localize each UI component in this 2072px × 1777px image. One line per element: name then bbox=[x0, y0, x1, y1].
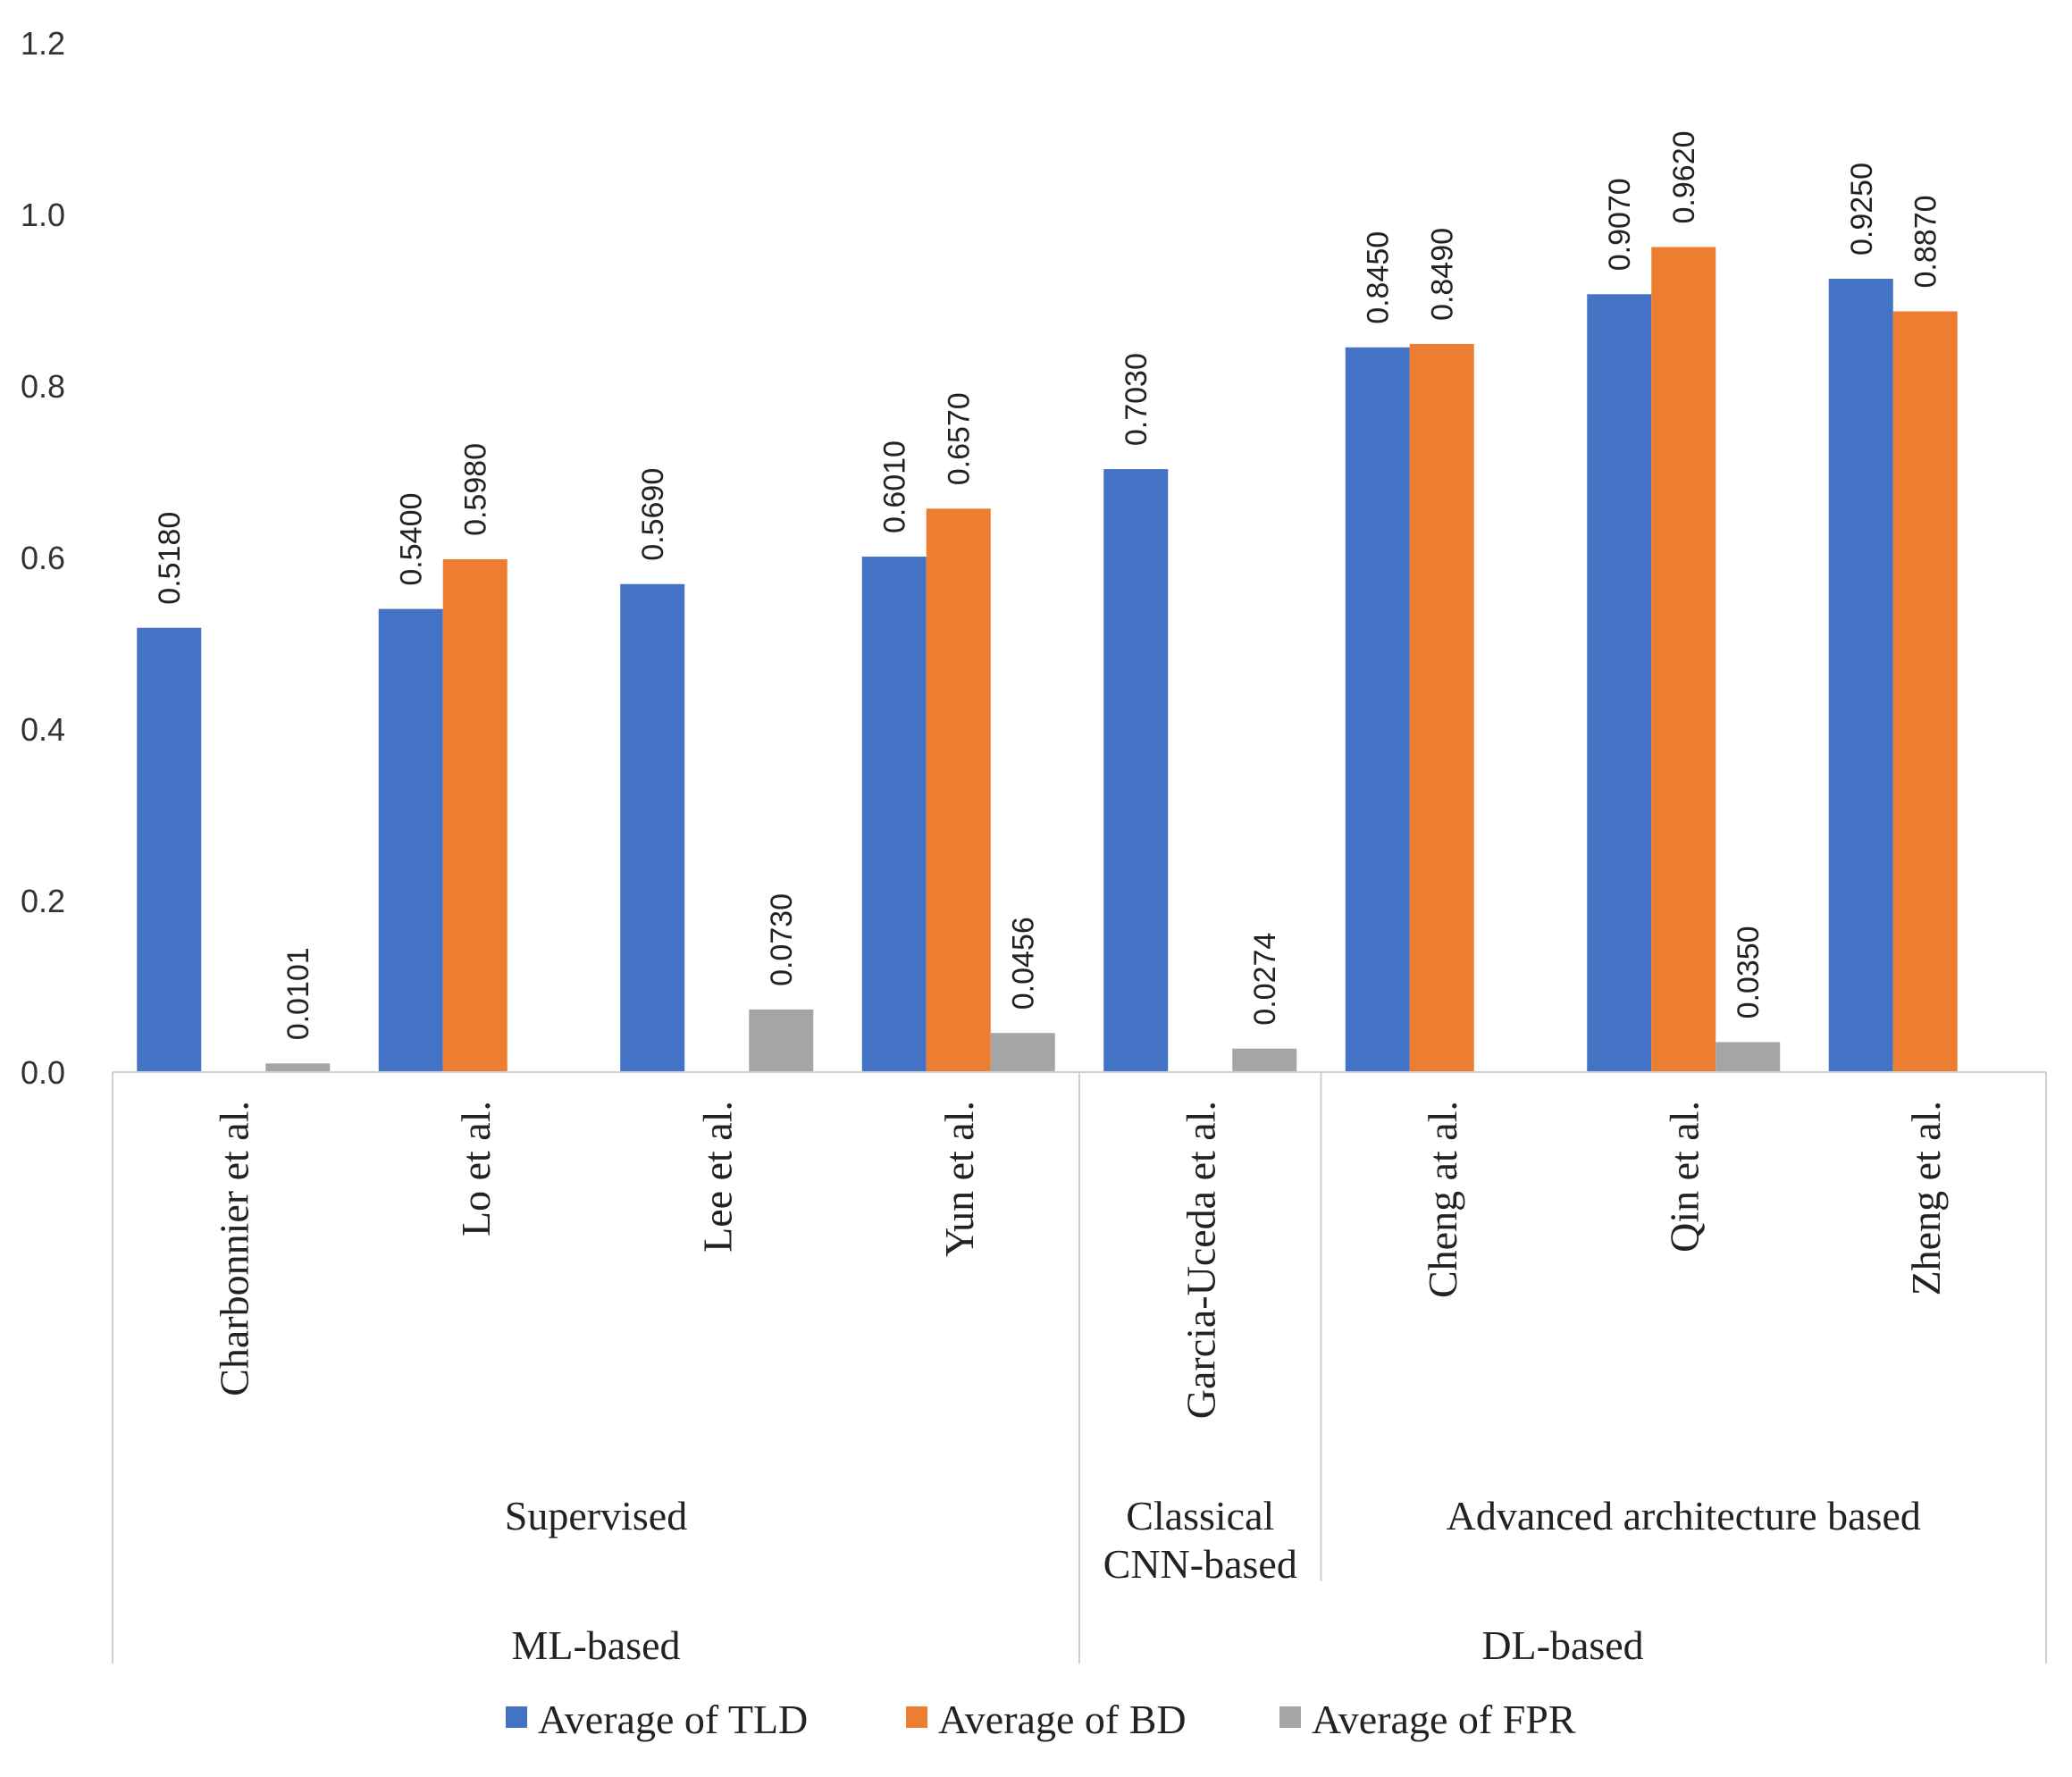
data-label: 0.0101 bbox=[281, 947, 315, 1040]
data-label: 0.8870 bbox=[1909, 195, 1943, 288]
bar-average-of-fpr bbox=[265, 1063, 331, 1072]
group-label: Classical bbox=[1126, 1493, 1274, 1538]
data-label: 0.0456 bbox=[1007, 917, 1041, 1010]
group-label: Advanced architecture based bbox=[1447, 1493, 1921, 1538]
data-label: 0.8450 bbox=[1362, 231, 1396, 324]
bar-average-of-tld bbox=[137, 627, 202, 1072]
data-label: 0.9070 bbox=[1603, 178, 1637, 271]
category-label: Lo et al. bbox=[453, 1101, 499, 1236]
y-tick-label: 0.6 bbox=[21, 540, 65, 576]
y-tick-label: 1.0 bbox=[21, 197, 65, 233]
y-tick-label: 0.2 bbox=[21, 883, 65, 919]
data-label: 0.5400 bbox=[395, 493, 429, 586]
category-label: Garcia-Uceda et al. bbox=[1178, 1101, 1223, 1419]
bar-average-of-fpr bbox=[1232, 1048, 1297, 1072]
category-label: Charbonnier et al. bbox=[211, 1101, 256, 1396]
data-label: 0.0350 bbox=[1732, 926, 1766, 1018]
bar-average-of-bd bbox=[1409, 343, 1474, 1073]
legend-label: Average of TLD bbox=[538, 1697, 808, 1742]
bar-average-of-bd bbox=[926, 508, 991, 1072]
bar-average-of-tld bbox=[1587, 294, 1652, 1072]
category-label: Qin et al. bbox=[1661, 1101, 1707, 1253]
bar-average-of-tld bbox=[1103, 469, 1169, 1072]
y-tick-label: 0.4 bbox=[21, 711, 65, 748]
bar-average-of-tld bbox=[620, 583, 685, 1072]
group-label-top: DL-based bbox=[1481, 1622, 1643, 1668]
bar-average-of-fpr bbox=[990, 1033, 1055, 1072]
category-label: Lee et al. bbox=[694, 1101, 740, 1253]
group-label-top: ML-based bbox=[511, 1622, 680, 1668]
group-label: CNN-based bbox=[1103, 1541, 1297, 1587]
data-label: 0.6010 bbox=[878, 440, 912, 533]
data-label: 0.8490 bbox=[1426, 228, 1460, 321]
data-label: 0.0274 bbox=[1248, 933, 1282, 1026]
y-tick-label: 0.8 bbox=[21, 368, 65, 405]
bar-average-of-bd bbox=[1892, 311, 1958, 1073]
bar-average-of-bd bbox=[1651, 247, 1716, 1073]
bar-average-of-tld bbox=[1345, 347, 1410, 1072]
bar-average-of-bd bbox=[442, 558, 508, 1072]
category-label: Yun et al. bbox=[936, 1101, 982, 1257]
legend-label: Average of BD bbox=[938, 1697, 1187, 1742]
category-label: Cheng at al. bbox=[1420, 1101, 1465, 1298]
bar-average-of-tld bbox=[861, 557, 927, 1072]
data-label: 0.0730 bbox=[765, 893, 799, 986]
y-tick-label: 1.2 bbox=[21, 25, 65, 62]
data-label: 0.7030 bbox=[1120, 353, 1153, 446]
bar-average-of-tld bbox=[1828, 279, 1893, 1072]
y-tick-label: 0.0 bbox=[21, 1054, 65, 1091]
data-label: 0.5980 bbox=[459, 443, 493, 536]
bar-average-of-tld bbox=[378, 608, 443, 1072]
bar-average-of-fpr bbox=[1715, 1042, 1781, 1072]
data-label: 0.5690 bbox=[636, 468, 670, 561]
bar-average-of-fpr bbox=[749, 1009, 814, 1072]
legend-swatch bbox=[906, 1706, 927, 1728]
group-label: Supervised bbox=[505, 1493, 687, 1538]
legend-swatch bbox=[506, 1706, 527, 1728]
data-label: 0.9250 bbox=[1845, 163, 1879, 256]
data-label: 0.9620 bbox=[1667, 130, 1701, 223]
legend-swatch bbox=[1279, 1706, 1301, 1728]
category-label: Zheng et al. bbox=[1903, 1101, 1949, 1295]
legend-label: Average of FPR bbox=[1312, 1697, 1576, 1742]
data-label: 0.5180 bbox=[153, 512, 187, 605]
data-label: 0.6570 bbox=[943, 392, 977, 485]
